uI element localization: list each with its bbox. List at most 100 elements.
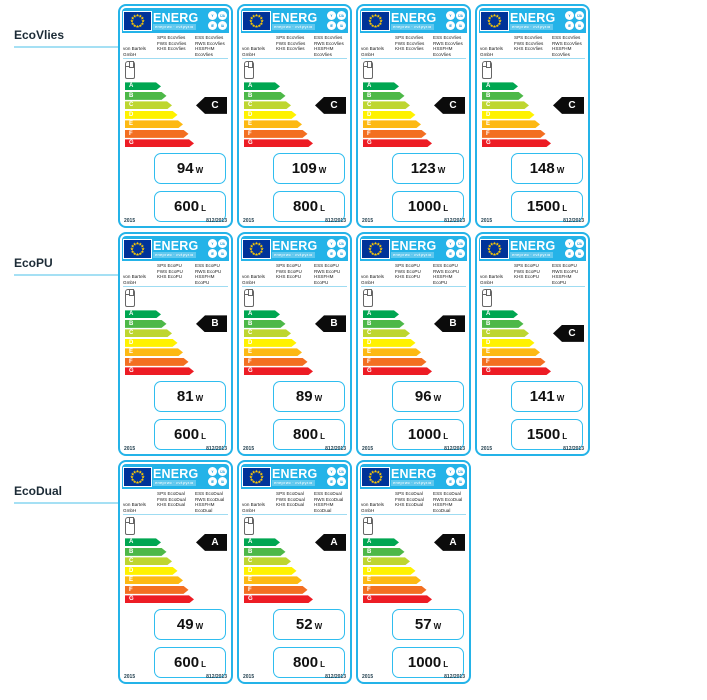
- grade-E-arrow: E: [363, 120, 421, 128]
- grade-letter: B: [486, 92, 491, 99]
- supplier-name: von Bartels GmbH: [361, 274, 384, 285]
- class-letter: A: [449, 536, 457, 548]
- model-name: KHS EcoVlies: [157, 46, 186, 52]
- grade-letter: B: [248, 92, 253, 99]
- watts-unit: W: [437, 166, 446, 176]
- class-letter: A: [330, 536, 338, 548]
- grade-letter: A: [367, 311, 372, 318]
- language-badge: IA: [218, 477, 227, 486]
- grade-F-arrow: F: [482, 358, 546, 366]
- eu-flag-icon: [242, 238, 271, 259]
- grade-letter: C: [486, 102, 491, 109]
- grade-letter: F: [129, 586, 133, 593]
- grade-A-arrow: A: [125, 82, 161, 90]
- model-row: von Bartels GmbH KHS EcoDual HSSFHM EcoD…: [123, 502, 228, 513]
- regulation-text: 812/2013: [325, 674, 346, 680]
- model-name: SPS EcoDual: [276, 491, 304, 496]
- liters-unit: L: [562, 204, 568, 214]
- liters-value: 1500: [526, 198, 561, 216]
- liters-value: 600: [174, 198, 200, 216]
- regulation-text: 812/2013: [563, 446, 584, 452]
- model-row: von Bartels GmbH KHS EcoPU HSSFHM EcoPU: [123, 274, 228, 285]
- language-badge: IA: [456, 249, 465, 258]
- grade-C-arrow: C: [363, 101, 410, 109]
- model-name: ESS EcoVlies: [552, 35, 581, 40]
- grade-letter: G: [367, 140, 372, 147]
- language-badge: IA: [337, 21, 346, 30]
- grade-letter: C: [129, 330, 134, 337]
- label-footer: 2015 812/2013: [243, 674, 346, 680]
- grade-C-arrow: C: [482, 101, 529, 109]
- liters-unit: L: [443, 660, 449, 670]
- model-list: SPS EcoDual ESS EcoDual FWS EcoDual RWS …: [123, 491, 228, 516]
- watts-unit: W: [433, 394, 442, 404]
- label-footer: 2015 812/2013: [243, 218, 346, 224]
- language-badge: IE: [565, 21, 574, 30]
- model-row: SPS EcoVlies ESS EcoVlies: [123, 35, 228, 41]
- energy-label: ENERG енергия · ενέργεια Y IJA IE IA SPS Ec…: [118, 4, 233, 228]
- grade-E-arrow: E: [482, 120, 540, 128]
- model-name: HSSFHM EcoPU: [552, 274, 572, 285]
- energy-label: ENERG енергия · ενέργεια Y IJA IE IA SPS Ec…: [237, 232, 352, 456]
- label-header: ENERG енергия · ενέργεια Y IJA IE IA: [360, 464, 467, 489]
- year-text: 2015: [481, 218, 493, 224]
- grade-letter: E: [367, 349, 372, 356]
- liters-unit: L: [443, 204, 449, 214]
- storage-tank-icon: [363, 289, 373, 308]
- grade-B-arrow: B: [244, 548, 286, 556]
- energy-label: ENERG енергия · ενέργεια Y IJA IE IA SPS Ec…: [118, 460, 233, 684]
- grade-letter: F: [486, 130, 490, 137]
- language-badges: Y IJA IE IA: [446, 11, 465, 30]
- class-letter: B: [330, 318, 338, 330]
- language-badge: IA: [575, 249, 584, 258]
- model-name: RWS EcoVlies: [433, 40, 463, 46]
- grade-D-arrow: D: [482, 111, 535, 119]
- grade-A-arrow: A: [482, 82, 518, 90]
- energy-label: ENERG енергия · ενέργεια Y IJA IE IA SPS Ec…: [237, 460, 352, 684]
- grade-letter: E: [486, 349, 491, 356]
- model-name: SPS EcoDual: [395, 491, 423, 496]
- storage-tank-icon: [363, 61, 373, 80]
- model-name: FWS EcoVlies: [157, 40, 187, 46]
- model-name: KHS EcoVlies: [276, 46, 305, 52]
- model-row: SPS EcoDual ESS EcoDual: [123, 491, 228, 497]
- eu-flag-icon: [361, 10, 390, 31]
- brand-block: ENERG енергия · ενέργεια: [391, 239, 436, 258]
- grade-E-arrow: E: [244, 348, 302, 356]
- product-icon-row: [239, 287, 350, 308]
- model-row: FWS EcoDual RWS EcoDual: [123, 497, 228, 503]
- grade-C-arrow: C: [363, 329, 410, 337]
- liters-value: 600: [174, 426, 200, 444]
- language-badge: IE: [208, 21, 217, 30]
- year-text: 2015: [481, 446, 493, 452]
- liters-unit: L: [320, 204, 325, 214]
- product-icon-row: [477, 287, 588, 308]
- language-badges: Y IJA IE IA: [327, 11, 346, 30]
- grade-B-arrow: B: [244, 320, 286, 328]
- grade-letter: C: [367, 558, 372, 565]
- model-name: KHS EcoPU: [157, 274, 183, 280]
- label-header: ENERG енергия · ενέργεια Y IJA IE IA: [122, 236, 229, 261]
- volume-box: 1500 L: [511, 191, 583, 223]
- grade-letter: E: [129, 577, 134, 584]
- watts-value: 96: [414, 388, 432, 406]
- year-text: 2015: [243, 446, 255, 452]
- model-name: ESS EcoDual: [314, 491, 342, 496]
- model-name: FWS EcoPU: [276, 268, 302, 274]
- language-badge: IE: [446, 249, 455, 258]
- watts-value: 94: [176, 160, 194, 178]
- label-header: ENERG енергия · ενέργεια Y IJA IE IA: [479, 8, 586, 33]
- class-indicator-arrow: C: [553, 324, 584, 342]
- model-row: SPS EcoVlies ESS EcoVlies: [480, 35, 585, 41]
- model-name: FWS EcoVlies: [395, 40, 425, 46]
- grade-G-arrow: G: [244, 367, 313, 375]
- grade-letter: G: [486, 368, 491, 375]
- model-row: SPS EcoPU ESS EcoPU: [480, 263, 585, 269]
- grade-letter: E: [486, 121, 491, 128]
- model-name: RWS EcoDual: [314, 496, 344, 502]
- model-name: FWS EcoPU: [395, 268, 421, 274]
- grade-letter: G: [129, 140, 134, 147]
- brand-subtitle: енергия · ενέργεια: [153, 479, 196, 486]
- liters-value: 1000: [407, 198, 442, 216]
